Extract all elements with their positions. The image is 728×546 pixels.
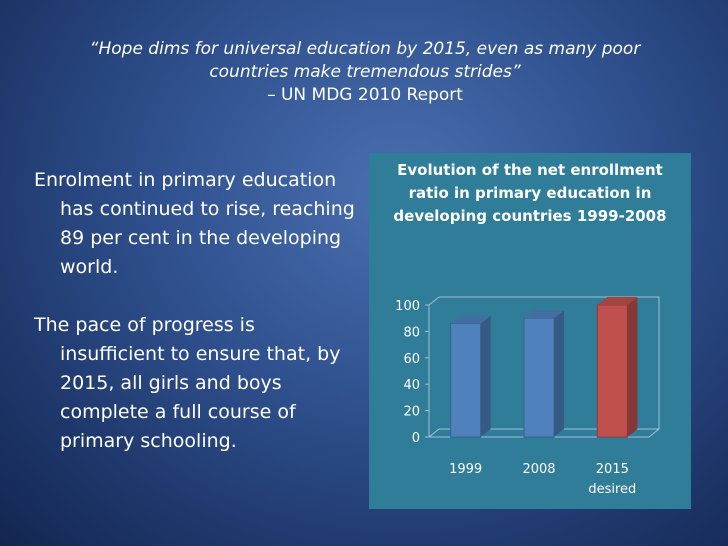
chart-wall-edge — [428, 296, 440, 306]
bar-top — [597, 297, 638, 305]
bar-chart: 0 20 40 60 80 100 1999 2008 2015 desired — [395, 296, 661, 497]
x-tick-label: 2015 — [596, 462, 629, 477]
body-text: Enrolment in primary education has conti… — [34, 166, 364, 485]
paragraph-enrolment: Enrolment in primary education has conti… — [34, 169, 355, 278]
quote-line-2: countries make tremendous strides” — [209, 62, 521, 82]
y-tick-label: 0 — [412, 431, 420, 446]
chart-back-wall — [439, 296, 660, 429]
x-tick-label: desired — [588, 482, 636, 497]
x-tick-label: 2008 — [522, 462, 555, 477]
quote-block: “Hope dims for universal education by 20… — [40, 38, 690, 107]
bar-side — [627, 297, 638, 437]
bar-top — [450, 315, 491, 324]
y-tick-label: 100 — [395, 299, 420, 314]
bar-top — [524, 310, 564, 319]
chart-panel: Evolution of the net enrollment ratio in… — [369, 153, 691, 509]
bar-side — [480, 315, 491, 437]
bar-front — [596, 304, 628, 438]
quote-source: – UN MDG 2010 Report — [267, 85, 463, 105]
y-tick-label: 20 — [403, 405, 420, 420]
x-tick-label: 1999 — [449, 462, 482, 477]
chart-title: Evolution of the net enrollment ratio in… — [393, 161, 667, 225]
y-tick-label: 60 — [403, 352, 420, 367]
y-tick-label: 40 — [403, 378, 420, 393]
bar-front — [523, 317, 555, 438]
quote-line-1: “Hope dims for universal education by 20… — [89, 39, 641, 59]
y-tick-label: 80 — [403, 325, 420, 340]
chart-floor — [427, 428, 661, 438]
paragraph-progress: The pace of progress is insufficient to … — [34, 314, 341, 452]
bar-front — [450, 322, 482, 438]
bar-side — [554, 310, 564, 437]
